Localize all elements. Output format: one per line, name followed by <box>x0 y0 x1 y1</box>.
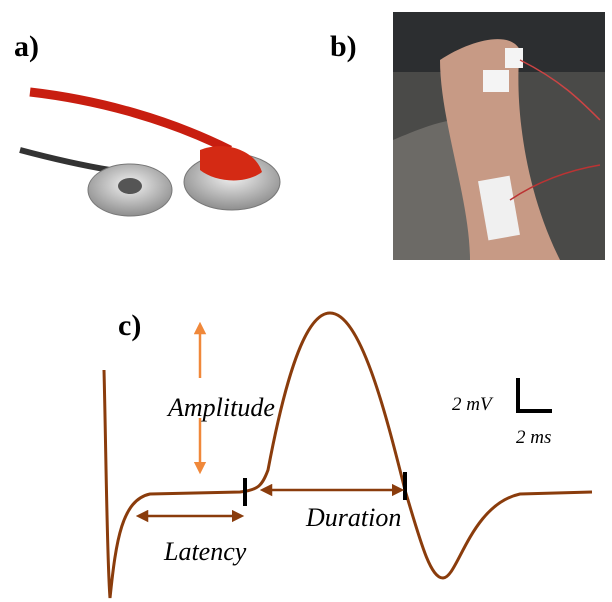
panel-label: a) <box>14 30 39 63</box>
scale-label: 2 ms <box>516 427 551 448</box>
scale-label: 2 mV <box>452 394 494 415</box>
panel-label: b) <box>330 30 357 63</box>
annotation: Amplitude <box>166 393 275 422</box>
electrode-photo <box>20 92 280 216</box>
annotation: Duration <box>305 503 401 532</box>
panel-label: c) <box>118 309 141 342</box>
annotation: Latency <box>163 537 247 566</box>
arm-photo <box>393 12 605 260</box>
scale-bar <box>518 378 552 411</box>
figure: a) b) c) Amplitude Latency Duration 2 mV… <box>0 0 612 602</box>
